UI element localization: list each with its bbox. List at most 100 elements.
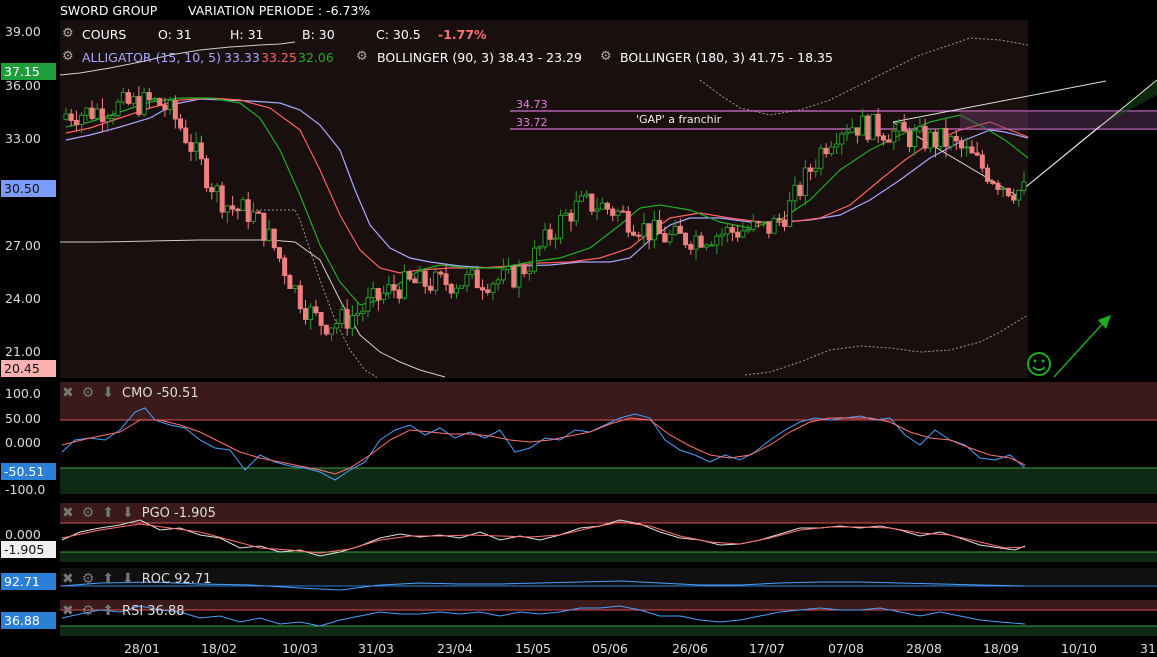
alligator-teeth-line <box>65 97 1029 274</box>
candle-body <box>141 92 147 115</box>
candle-body <box>381 292 387 300</box>
candle-body <box>209 187 215 193</box>
badge-bottom: 20.45 <box>1 360 56 377</box>
candle-body <box>323 324 329 335</box>
candle-body <box>506 266 512 270</box>
candle-body <box>308 306 314 320</box>
arrow-up-icon[interactable]: ⬆ <box>102 571 115 587</box>
x-tick: 23/04 <box>436 641 474 656</box>
cmo-signal-line <box>61 417 1026 475</box>
candle-body <box>521 265 527 275</box>
candle-body <box>886 139 892 143</box>
close-icon[interactable]: ✖ <box>62 505 74 521</box>
candle-body <box>891 130 897 143</box>
candle-body <box>532 247 538 272</box>
candle-body <box>329 327 335 335</box>
gear-icon[interactable]: ⚙ <box>81 505 95 521</box>
candle-body <box>589 193 595 212</box>
arrow-down-icon[interactable]: ⬇ <box>122 505 134 521</box>
cours-label: COURS <box>82 27 127 42</box>
candle-body <box>271 228 277 249</box>
arrow-up-icon[interactable]: ⬆ <box>102 505 115 521</box>
change-value: -1.77% <box>438 27 487 42</box>
alligator-value-1: 33.33 <box>224 50 260 65</box>
candle-body <box>698 235 704 248</box>
alligator-lips-line <box>65 97 1029 306</box>
candle-body <box>261 212 267 241</box>
variation-periode: VARIATION PERIODE : -6.73% <box>188 3 371 18</box>
pgo-line <box>61 519 1026 557</box>
candle-body <box>849 127 855 133</box>
close-icon[interactable]: ✖ <box>62 571 74 587</box>
candle-body <box>844 131 850 135</box>
candle-body <box>438 271 444 275</box>
close-value: C: 30.5 <box>376 27 421 42</box>
candle-body <box>427 285 433 291</box>
candle-body <box>407 271 413 280</box>
candle-body <box>573 200 579 222</box>
gear-icon[interactable]: ⚙ <box>62 49 74 64</box>
candle-body <box>818 147 824 169</box>
candle-body <box>563 212 569 216</box>
arrow-down-icon[interactable]: ⬇ <box>102 385 115 401</box>
arrow-up-icon[interactable]: ⬆ <box>102 603 115 619</box>
candle-body <box>787 200 793 227</box>
candle-body <box>578 195 584 202</box>
candle-body <box>875 113 881 137</box>
candle-body <box>162 104 168 111</box>
candle-body <box>953 136 959 142</box>
rsi-label: RSI 36.88 <box>122 603 185 619</box>
candle-body <box>344 309 350 329</box>
candle-body <box>537 246 543 249</box>
candle-body <box>84 107 90 116</box>
candle-body <box>797 184 803 197</box>
candle-body <box>568 212 574 222</box>
roc-panel-bg <box>60 568 1157 586</box>
candle-body <box>959 140 965 149</box>
x-tick: 31/03 <box>357 641 395 656</box>
gear-icon[interactable]: ⚙ <box>81 385 95 401</box>
candle-body <box>620 210 626 213</box>
cmo-header: ✖ ⚙ ⬇ CMO -50.51 <box>62 385 199 401</box>
candle-body <box>631 231 637 236</box>
gear-icon[interactable]: ⚙ <box>62 26 74 41</box>
y-tick-33: 33.00 <box>5 131 41 146</box>
candle-body <box>964 146 970 149</box>
candle-body <box>740 230 746 238</box>
candle-body <box>120 92 126 103</box>
candle-body <box>131 96 137 104</box>
candle-body <box>214 185 220 193</box>
arrow-down-icon[interactable]: ⬇ <box>122 571 134 587</box>
candle-body <box>516 265 522 288</box>
alligator-value-3: 32.06 <box>298 50 334 65</box>
candle-body <box>469 269 475 276</box>
candle-body <box>745 229 751 232</box>
candle-body <box>782 219 787 227</box>
candle-body <box>391 284 397 291</box>
candle-body <box>433 271 439 291</box>
candle-body <box>641 223 647 237</box>
close-icon[interactable]: ✖ <box>62 385 74 401</box>
gear-icon[interactable]: ⚙ <box>356 49 368 64</box>
candle-body <box>677 225 683 234</box>
gear-icon[interactable]: ⚙ <box>600 49 612 64</box>
candle-body <box>360 310 366 314</box>
pgo-signal-line <box>61 521 1026 554</box>
candle-body <box>584 193 590 197</box>
gear-icon[interactable]: ⚙ <box>81 603 95 619</box>
candle-body <box>615 210 621 216</box>
candle-body <box>761 221 767 224</box>
candle-body <box>459 285 465 289</box>
roc-header: ✖ ⚙ ⬆ ⬇ ROC 92.71 <box>62 571 211 587</box>
gap-high-label: 34.73 <box>516 98 548 111</box>
candle-body <box>870 113 876 140</box>
candle-body <box>1016 189 1022 201</box>
candle-body <box>396 289 402 299</box>
candle-body <box>453 287 459 294</box>
gear-icon[interactable]: ⚙ <box>81 571 95 587</box>
close-icon[interactable]: ✖ <box>62 603 74 619</box>
low-value: B: 30 <box>302 27 335 42</box>
candle-body <box>938 128 944 148</box>
candle-body <box>1000 187 1006 190</box>
candle-body <box>755 221 761 224</box>
